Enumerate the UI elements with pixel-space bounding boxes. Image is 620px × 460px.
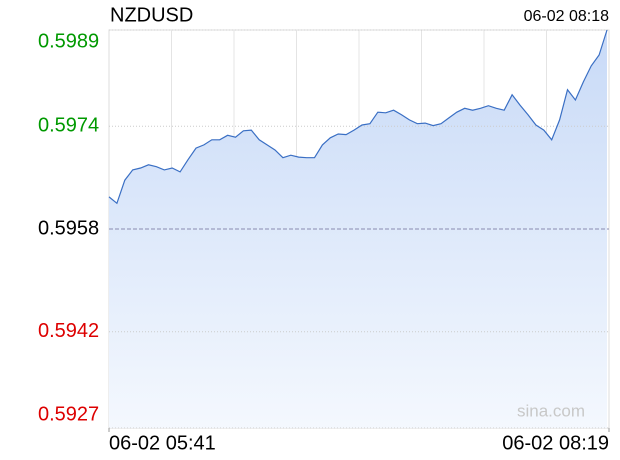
y-tick-label: 0.5942 xyxy=(38,320,99,342)
chart-title: NZDUSD xyxy=(110,4,193,26)
y-tick-label: 0.5958 xyxy=(38,217,99,239)
y-tick-label: 0.5927 xyxy=(38,403,99,425)
watermark: sina.com xyxy=(517,401,585,420)
timestamp: 06-02 08:18 xyxy=(524,8,610,25)
y-tick-label: 0.5974 xyxy=(38,115,99,137)
y-tick-label: 0.5989 xyxy=(38,30,99,52)
x-tick-label: 06-02 05:41 xyxy=(109,432,216,454)
x-tick-label: 06-02 08:19 xyxy=(502,432,609,454)
price-line xyxy=(108,29,608,205)
